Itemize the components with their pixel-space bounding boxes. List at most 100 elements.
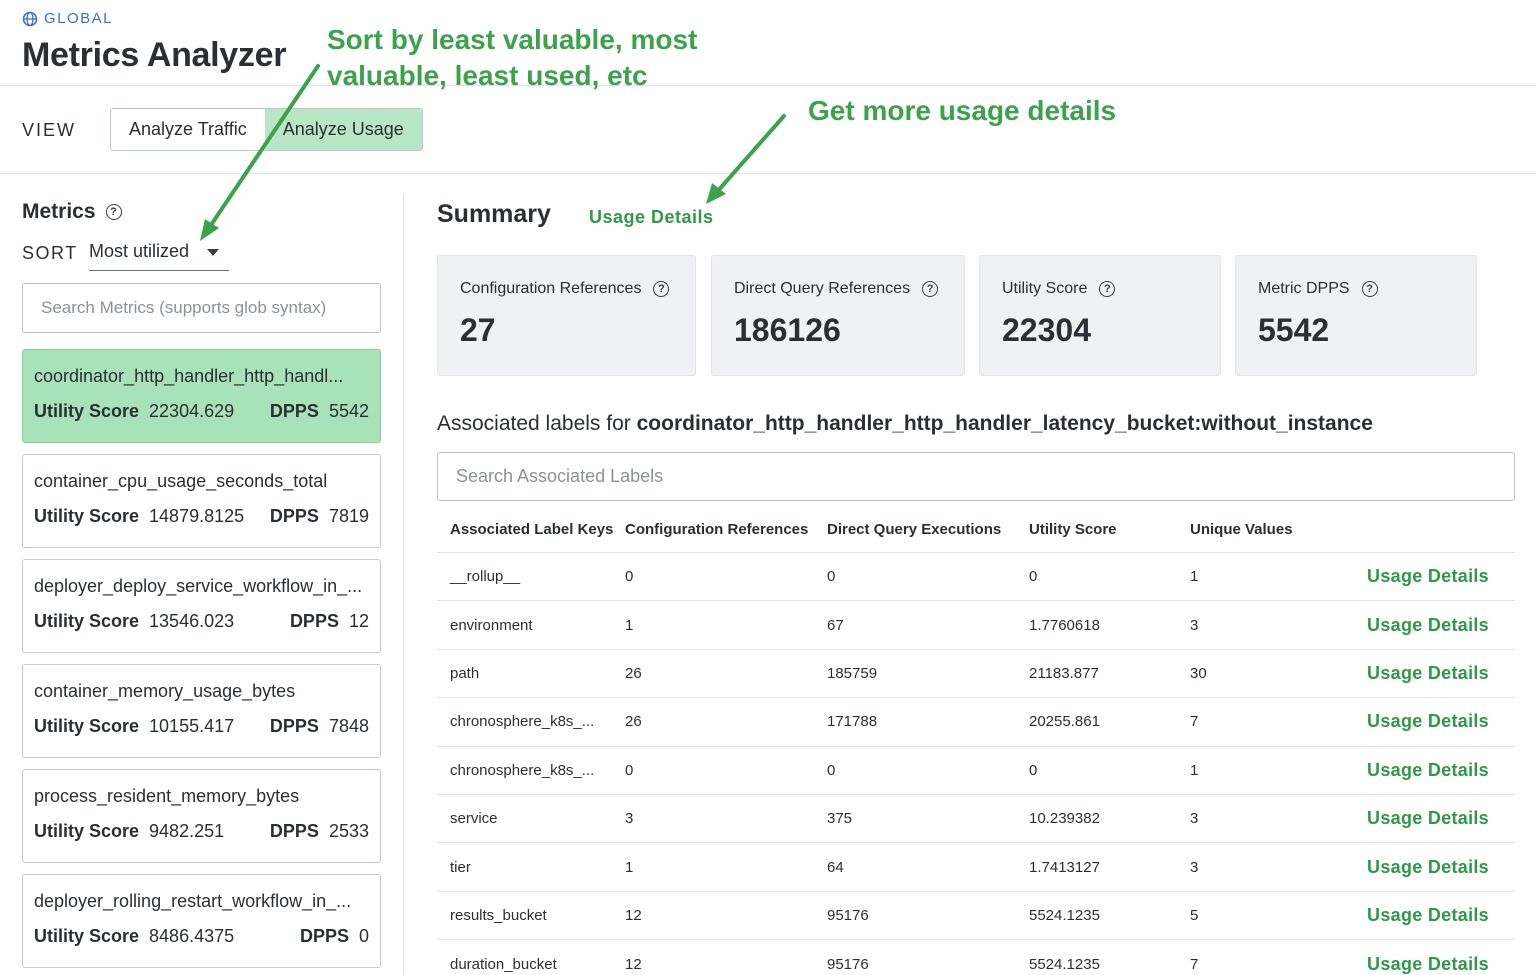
metric-name: deployer_deploy_service_workflow_in_... (34, 576, 363, 596)
column-header[interactable]: Configuration References (625, 520, 809, 538)
utility-score-value: 10155.417 (149, 716, 235, 736)
usage-arrow (706, 114, 786, 204)
usage-details-link[interactable]: Usage Details (1367, 711, 1489, 732)
config-refs: 26 (625, 713, 642, 731)
metric-name: coordinator_http_handler_http_handl... (34, 366, 344, 386)
usage-details-link[interactable]: Usage Details (1367, 662, 1489, 683)
table-row: chronosphere_k8s_... 0 0 0 1 Usage Detai… (437, 747, 1515, 795)
table-row: environment 1 67 1.7760618 3 Usage Detai… (437, 601, 1515, 650)
metric-card[interactable]: deployer_deploy_service_workflow_in_... … (22, 559, 381, 653)
analyze-usage-button[interactable]: Analyze Usage (264, 109, 422, 150)
metric-card[interactable]: process_resident_memory_bytes Utility Sc… (22, 769, 381, 863)
column-header[interactable]: Associated Label Keys (450, 520, 614, 538)
config-refs: 12 (625, 906, 642, 924)
scope-indicator: GLOBAL (22, 10, 113, 27)
label-key: chronosphere_k8s_... (450, 761, 595, 779)
table-row: chronosphere_k8s_... 26 171788 20255.861… (437, 698, 1515, 747)
sort-value: Most utilized (89, 241, 190, 261)
column-header[interactable]: Direct Query Executions (827, 520, 1002, 538)
utility-score-value: 13546.023 (149, 611, 235, 631)
metric-card[interactable]: deployer_rolling_restart_workflow_in_...… (22, 874, 381, 968)
summary-usage-details-link[interactable]: Usage Details (589, 207, 714, 227)
utility-score: 10.239382 (1029, 810, 1100, 828)
stat-value: 22304 (1002, 312, 1091, 348)
help-icon[interactable]: ? (1099, 281, 1116, 297)
direct-queries: 185759 (827, 664, 878, 682)
label-search-input[interactable] (437, 452, 1515, 501)
help-icon[interactable]: ? (105, 204, 122, 220)
dpps-value: 7819 (328, 506, 369, 526)
label-key: duration_bucket (450, 955, 557, 973)
config-refs: 0 (625, 568, 634, 586)
metric-card[interactable]: container_memory_usage_bytes Utility Sco… (22, 664, 381, 758)
usage-details-link[interactable]: Usage Details (1367, 856, 1489, 877)
usage-details-link[interactable]: Usage Details (1367, 759, 1489, 780)
sort-annotation-line: valuable, least used, etc (327, 60, 648, 91)
metric-card[interactable]: coordinator_http_handler_http_handl... U… (22, 349, 381, 443)
label-key: __rollup__ (450, 568, 521, 586)
utility-score: 1.7760618 (1029, 616, 1100, 634)
associated-title-prefix: Associated labels for (437, 412, 631, 435)
stat-card-utility-score: Utility Score? 22304 (979, 255, 1221, 376)
utility-score: 5524.1235 (1029, 955, 1100, 973)
stat-value: 27 (460, 312, 496, 348)
config-refs: 12 (625, 955, 642, 973)
unique-values: 30 (1190, 664, 1207, 682)
usage-details-link[interactable]: Usage Details (1367, 566, 1489, 587)
utility-score-value: 8486.4375 (149, 926, 235, 946)
utility-score: 20255.861 (1029, 713, 1100, 731)
summary-title: Summary (437, 200, 551, 228)
stat-label: Metric DPPS (1258, 280, 1350, 297)
table-row: service 3 375 10.239382 3 Usage Details (437, 795, 1515, 844)
help-icon[interactable]: ? (922, 281, 939, 297)
unique-values: 3 (1190, 810, 1199, 828)
associated-labels-table: Associated Label Keys Configuration Refe… (437, 506, 1515, 975)
config-refs: 1 (625, 858, 634, 876)
utility-score: 5524.1235 (1029, 906, 1100, 924)
config-refs: 26 (625, 664, 642, 682)
utility-score-key: Utility Score (34, 401, 140, 421)
sort-annotation-line: Sort by least valuable, most (327, 24, 698, 55)
label-key: environment (450, 616, 533, 634)
usage-details-link[interactable]: Usage Details (1367, 953, 1489, 974)
direct-queries: 95176 (827, 955, 869, 973)
metric-search-input[interactable] (22, 283, 381, 333)
sort-label: SORT (22, 243, 78, 263)
label-key: results_bucket (450, 906, 547, 924)
associated-metric-name: coordinator_http_handler_http_handler_la… (636, 412, 1373, 435)
help-icon[interactable]: ? (1361, 281, 1378, 297)
analyze-traffic-button[interactable]: Analyze Traffic (111, 109, 265, 150)
utility-score: 0 (1029, 761, 1038, 779)
unique-values: 7 (1190, 955, 1199, 973)
utility-score-value: 14879.8125 (149, 506, 245, 526)
direct-queries: 0 (827, 761, 836, 779)
usage-details-link[interactable]: Usage Details (1367, 904, 1489, 925)
dpps-value: 12 (348, 611, 369, 631)
metric-name: process_resident_memory_bytes (34, 786, 300, 806)
column-header[interactable]: Unique Values (1190, 520, 1293, 538)
stat-label: Direct Query References (734, 280, 911, 297)
column-header[interactable]: Utility Score (1029, 520, 1117, 538)
usage-details-link[interactable]: Usage Details (1367, 808, 1489, 829)
label-key: tier (450, 858, 471, 876)
metric-card[interactable]: container_cpu_usage_seconds_total Utilit… (22, 454, 381, 548)
chevron-down-icon (207, 249, 219, 256)
toolbar-divider (0, 173, 1536, 174)
usage-details-link[interactable]: Usage Details (1367, 614, 1489, 635)
view-toggle: Analyze Traffic Analyze Usage (110, 108, 423, 151)
config-refs: 1 (625, 616, 634, 634)
table-row: path 26 185759 21183.877 30 Usage Detail… (437, 650, 1515, 699)
label-key: path (450, 664, 480, 682)
dpps-key: DPPS (289, 611, 339, 631)
dpps-key: DPPS (299, 926, 349, 946)
table-row: duration_bucket 12 95176 5524.1235 7 Usa… (437, 940, 1515, 975)
dpps-value: 0 (358, 926, 369, 946)
utility-score-value: 22304.629 (149, 401, 235, 421)
utility-score-key: Utility Score (34, 506, 140, 526)
view-label: VIEW (22, 120, 77, 140)
stat-value: 5542 (1258, 312, 1330, 348)
dpps-key: DPPS (269, 401, 319, 421)
dpps-value: 7848 (328, 716, 369, 736)
help-icon[interactable]: ? (653, 281, 670, 297)
sort-dropdown[interactable]: Most utilized (89, 241, 229, 271)
